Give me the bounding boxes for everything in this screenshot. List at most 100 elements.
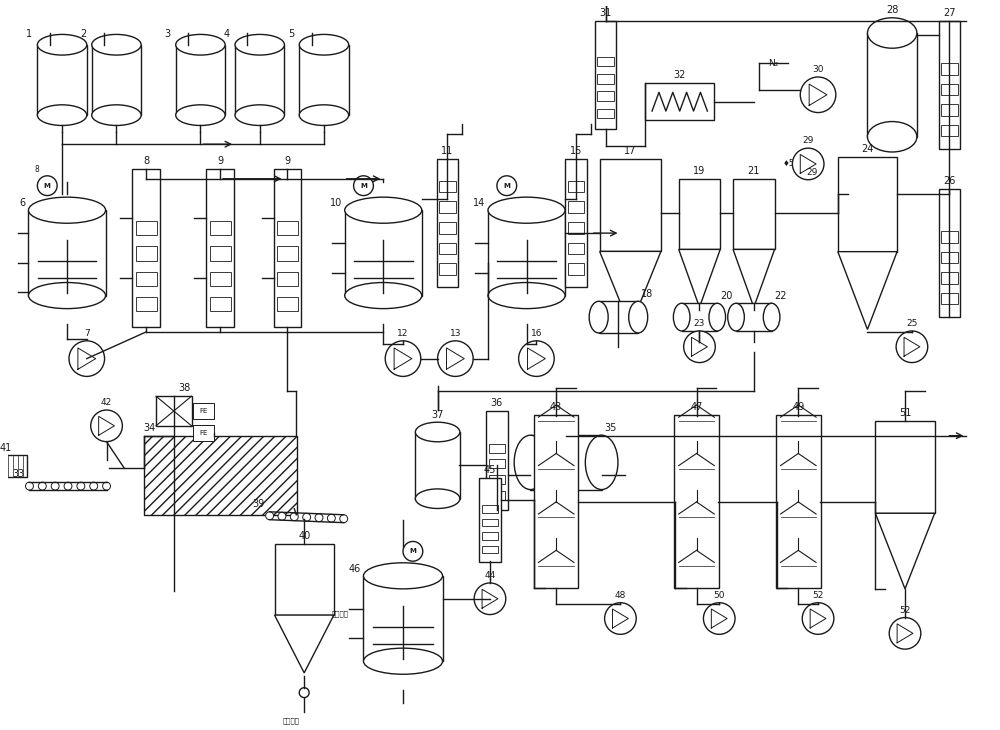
Circle shape xyxy=(90,482,98,490)
Circle shape xyxy=(605,603,636,634)
Text: 52: 52 xyxy=(899,606,911,615)
Bar xyxy=(92,45,141,115)
Bar xyxy=(415,432,460,499)
Circle shape xyxy=(438,341,473,377)
Bar xyxy=(600,159,661,251)
Circle shape xyxy=(800,77,836,112)
Text: 7: 7 xyxy=(84,329,90,338)
Bar xyxy=(838,156,897,252)
Circle shape xyxy=(266,512,274,520)
Circle shape xyxy=(91,410,122,442)
Ellipse shape xyxy=(629,301,648,333)
Polygon shape xyxy=(875,513,935,589)
Bar xyxy=(645,83,714,120)
Bar xyxy=(776,415,821,588)
Circle shape xyxy=(103,482,111,490)
Text: 31: 31 xyxy=(599,8,612,18)
Circle shape xyxy=(290,512,298,520)
Text: 44: 44 xyxy=(484,571,496,580)
Ellipse shape xyxy=(488,197,565,223)
Ellipse shape xyxy=(28,283,106,309)
Circle shape xyxy=(896,331,928,363)
Ellipse shape xyxy=(488,283,565,309)
Bar xyxy=(565,159,587,288)
Text: M: M xyxy=(360,182,367,188)
Polygon shape xyxy=(838,252,897,329)
Circle shape xyxy=(38,482,46,490)
Bar xyxy=(210,221,231,235)
Bar xyxy=(28,210,106,296)
Bar xyxy=(941,104,958,116)
Bar xyxy=(277,297,298,311)
Text: 22: 22 xyxy=(775,291,787,301)
Bar xyxy=(530,435,602,490)
Text: 14: 14 xyxy=(473,199,485,208)
Ellipse shape xyxy=(299,34,349,55)
Bar xyxy=(534,415,578,588)
Circle shape xyxy=(403,542,423,561)
Bar xyxy=(867,33,917,137)
Circle shape xyxy=(340,515,348,523)
Text: 37: 37 xyxy=(431,410,444,420)
Ellipse shape xyxy=(37,105,87,126)
Text: 24: 24 xyxy=(861,144,874,153)
Circle shape xyxy=(385,341,421,377)
Bar xyxy=(156,396,192,426)
Bar xyxy=(486,411,508,510)
Bar xyxy=(479,477,501,561)
Bar xyxy=(439,242,456,254)
Ellipse shape xyxy=(235,105,284,126)
Bar xyxy=(482,546,498,553)
Bar xyxy=(274,169,301,327)
Bar xyxy=(439,181,456,193)
Ellipse shape xyxy=(867,18,917,48)
Text: 48: 48 xyxy=(615,591,626,600)
Text: 20: 20 xyxy=(720,291,733,301)
Ellipse shape xyxy=(235,34,284,55)
Bar xyxy=(136,272,157,286)
Bar xyxy=(736,303,772,331)
Bar xyxy=(568,181,584,193)
Bar xyxy=(136,297,157,311)
Bar xyxy=(875,421,935,513)
Text: 41: 41 xyxy=(0,442,12,453)
Text: 17: 17 xyxy=(624,146,636,156)
Circle shape xyxy=(69,341,105,377)
Text: 3: 3 xyxy=(165,28,171,39)
Bar xyxy=(193,403,214,419)
Bar xyxy=(299,45,349,115)
Text: 18: 18 xyxy=(641,289,653,299)
Circle shape xyxy=(497,176,517,196)
Text: 25: 25 xyxy=(906,319,918,328)
Circle shape xyxy=(802,603,834,634)
Bar xyxy=(489,459,505,469)
Text: 6: 6 xyxy=(19,199,26,208)
Bar xyxy=(941,293,958,304)
Text: 30: 30 xyxy=(812,65,824,74)
Circle shape xyxy=(889,618,921,649)
Circle shape xyxy=(519,341,554,377)
Bar xyxy=(679,179,720,250)
Text: 52: 52 xyxy=(812,591,824,600)
Ellipse shape xyxy=(92,105,141,126)
Bar xyxy=(275,545,334,615)
Circle shape xyxy=(684,331,715,363)
Text: 32: 32 xyxy=(674,70,686,80)
Ellipse shape xyxy=(709,303,726,331)
Text: 50: 50 xyxy=(713,591,725,600)
Ellipse shape xyxy=(176,34,225,55)
Text: 39: 39 xyxy=(252,499,265,509)
Text: 38: 38 xyxy=(179,383,191,393)
Ellipse shape xyxy=(415,422,460,442)
Bar xyxy=(136,246,157,261)
Text: 11: 11 xyxy=(441,146,454,156)
Ellipse shape xyxy=(363,648,443,675)
Text: FE: FE xyxy=(199,430,208,436)
Polygon shape xyxy=(275,615,334,673)
Bar xyxy=(941,63,958,74)
Bar xyxy=(595,20,616,129)
Text: 49: 49 xyxy=(792,402,804,412)
Text: 废水产品: 废水产品 xyxy=(332,610,349,618)
Bar xyxy=(235,45,284,115)
Text: 废水产品: 废水产品 xyxy=(282,718,299,724)
